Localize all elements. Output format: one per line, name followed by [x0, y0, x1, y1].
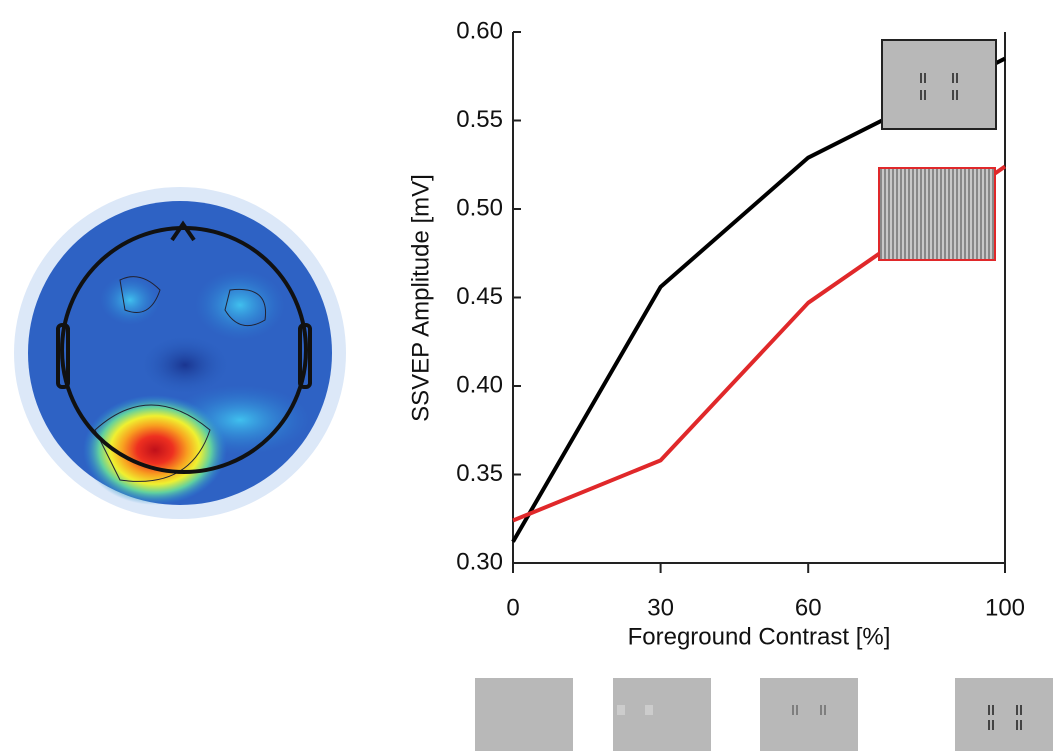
y-tick-label: 0.40	[456, 371, 503, 398]
insets	[878, 39, 997, 261]
y-tick-label: 0.35	[456, 460, 503, 487]
x-axis-label: Foreground Contrast [%]	[628, 623, 891, 650]
stimulus-thumbnails	[475, 678, 1053, 751]
x-tick-label: 60	[795, 594, 822, 621]
x-tick-label: 30	[647, 594, 674, 621]
y-tick-label: 0.50	[456, 194, 503, 221]
x-tick-label: 100	[985, 594, 1025, 621]
y-tick-label: 0.60	[456, 17, 503, 44]
x-tick-label: 0	[506, 594, 519, 621]
series-line	[511, 56, 1006, 543]
y-tick-label: 0.55	[456, 106, 503, 133]
y-tick-label: 0.30	[456, 548, 503, 575]
y-axis-label: SSVEP Amplitude [mV]	[407, 174, 434, 422]
topographic-map	[14, 187, 346, 519]
y-tick-label: 0.45	[456, 283, 503, 310]
